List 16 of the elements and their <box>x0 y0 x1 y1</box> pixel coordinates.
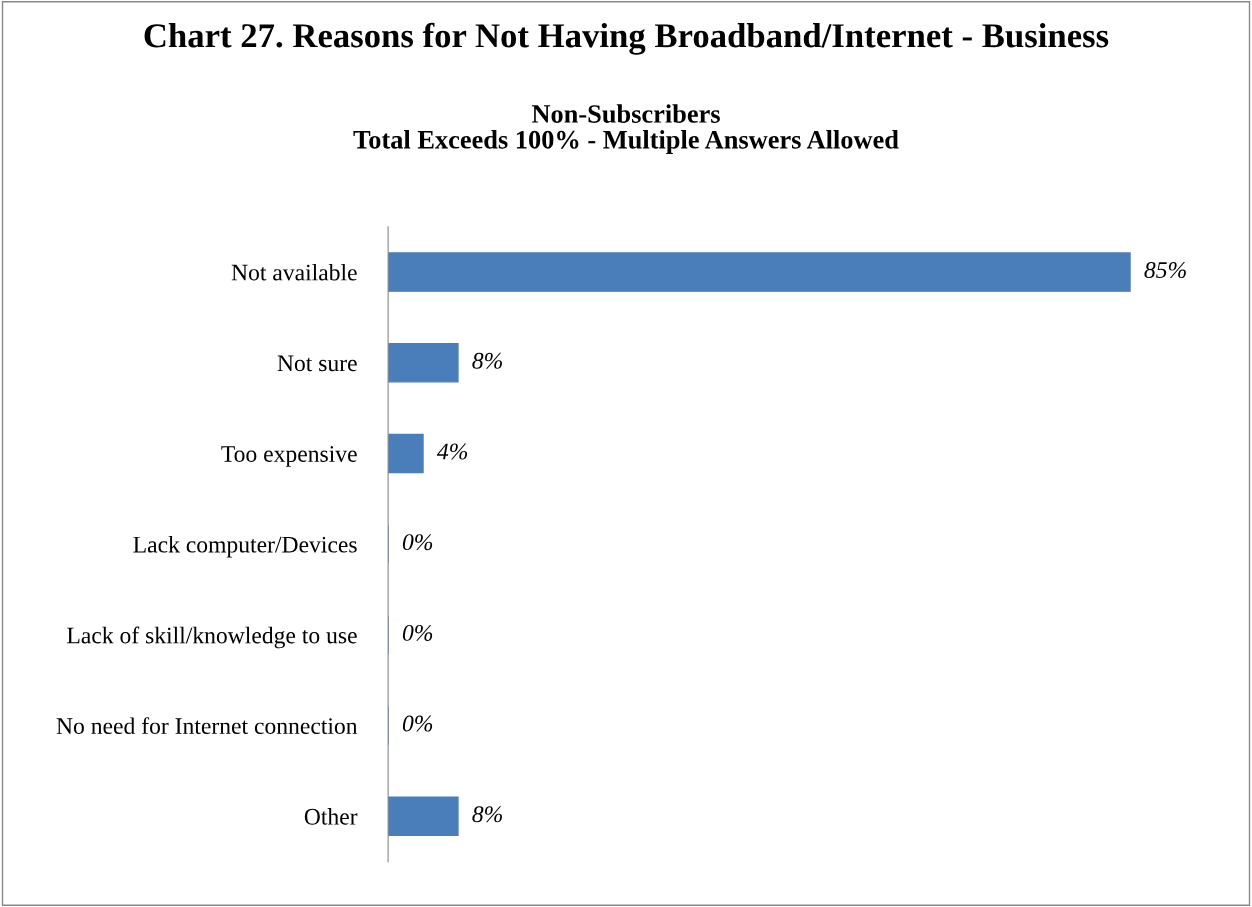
data-label: 8% <box>472 352 502 369</box>
chart-subtitle: Non-Subscribers Total Exceeds 100% - Multiple Answers Allowed <box>353 104 899 154</box>
y-tick-label: Not sure <box>277 355 357 372</box>
data-label: 0% <box>402 624 433 641</box>
chart-title: Chart 27. Reasons for Not Having Broadband/Internet - Business <box>144 22 1109 55</box>
data-label: 0% <box>402 534 433 551</box>
data-label: 8% <box>472 806 502 823</box>
y-tick-label: Lack computer/Devices <box>133 536 357 558</box>
data-label: 0% <box>402 715 433 732</box>
y-tick-label: Other <box>304 808 358 825</box>
data-label: 85% <box>1144 262 1186 279</box>
y-tick-label: Too expensive <box>221 446 357 467</box>
data-label: 4% <box>436 443 468 460</box>
y-tick-label: Lack of skill/knowledge to use <box>67 626 357 649</box>
y-tick-label: No need for Internet connection <box>56 717 358 735</box>
y-tick-label: Not available <box>231 263 357 281</box>
